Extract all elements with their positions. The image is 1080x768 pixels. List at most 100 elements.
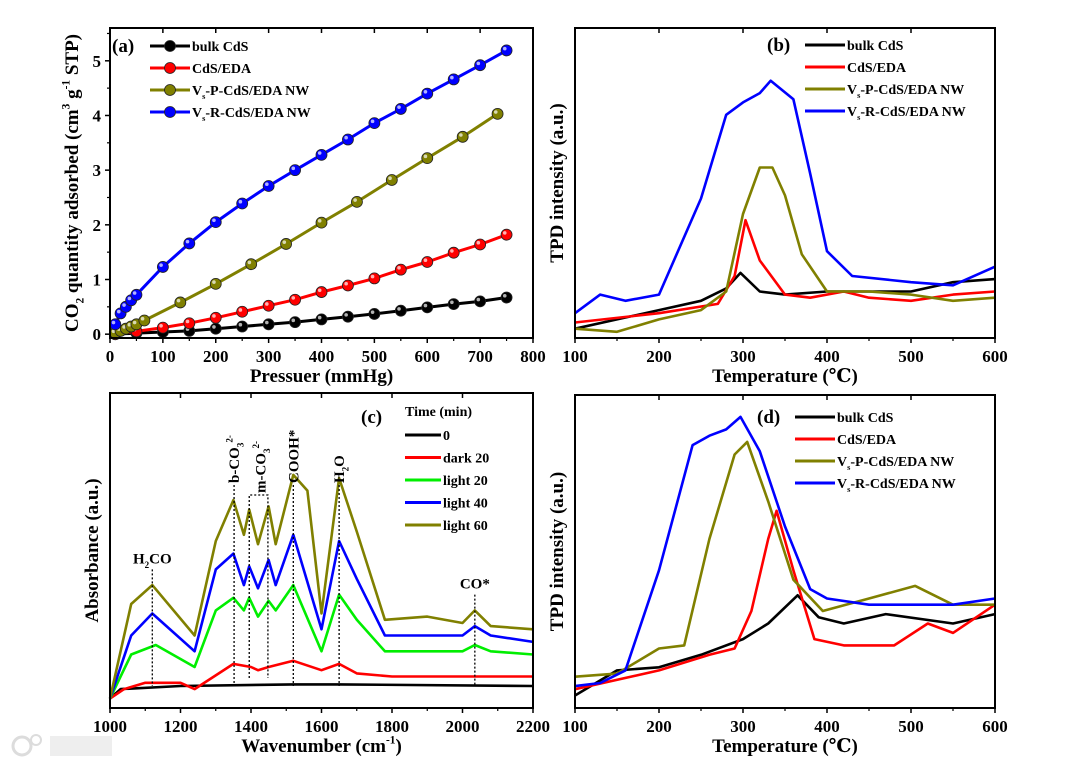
data-point [183, 237, 196, 250]
panel-label: (b) [767, 35, 790, 56]
legend-marker [164, 40, 176, 52]
x-tick-label: 100 [150, 347, 176, 366]
data-point-highlight [450, 300, 454, 305]
data-point [421, 301, 434, 314]
x-tick-label: 600 [982, 717, 1008, 736]
data-point-highlight [388, 176, 392, 180]
data-point [342, 133, 354, 146]
legend-label: bulk CdS [837, 411, 894, 426]
data-point-highlight [493, 110, 498, 114]
data-point [500, 228, 513, 241]
x-tick-label: 500 [898, 347, 924, 366]
data-point [236, 197, 249, 210]
data-point [315, 286, 328, 298]
x-axis-title: Temperature (℃) [712, 366, 858, 387]
data-point [394, 304, 407, 317]
data-point [351, 195, 363, 208]
x-axis-title: Pressuer (mmHg) [250, 366, 393, 387]
annotation-label: b-CO3​2-​ [224, 435, 245, 483]
data-point [447, 73, 460, 86]
legend-label: CdS/EDA [192, 62, 252, 77]
data-point-highlight [450, 75, 454, 80]
data-point [368, 308, 381, 320]
series-line [108, 583, 534, 700]
plot-frame [109, 392, 534, 709]
legend-label: bulk CdS [192, 40, 249, 55]
data-point [209, 311, 222, 324]
series-line [574, 79, 996, 315]
data-point [474, 238, 487, 251]
data-point [491, 107, 504, 120]
y-tick-label: 0 [93, 325, 102, 344]
data-point-highlight [397, 307, 401, 311]
series-line [574, 271, 996, 330]
data-point [236, 320, 249, 333]
series-line [574, 415, 996, 688]
panel-a: 0 100 200 300 400 500 600 700 800 0 1 2 3 4 5 Pressuer … [60, 27, 546, 387]
legend-label: Vs​-R-CdS/EDA NW [192, 106, 311, 123]
data-point-highlight [122, 303, 126, 307]
data-point-highlight [265, 320, 269, 325]
panel-c: H2​CO b-CO3​2-​ m-CO3​2-​ COOH* H2​O CO* 1000 1… [82, 392, 550, 757]
data-point [289, 164, 301, 177]
data-point-highlight [344, 281, 348, 286]
panel-label: (c) [361, 407, 382, 428]
annotation-label: m-CO3​2-​ [251, 441, 272, 493]
data-point-highlight [212, 280, 216, 284]
data-point [156, 261, 169, 273]
data-point-highlight [132, 291, 137, 295]
data-point [130, 288, 143, 301]
watermark-logo [11, 734, 112, 757]
series-line [574, 593, 996, 697]
data-point-highlight [212, 218, 216, 223]
x-tick-label: 400 [309, 347, 335, 366]
series-line [574, 218, 996, 324]
legend-label: Vs​-P-CdS/EDA NW [192, 84, 309, 101]
data-point [394, 263, 407, 276]
panel-d: 100 200 300 400 500 600 Temperature (℃) TPD int… [547, 394, 1008, 757]
data-point-highlight [122, 325, 126, 329]
data-point [315, 216, 328, 229]
plot-frame [574, 27, 996, 339]
data-point-highlight [317, 151, 322, 155]
data-point [109, 318, 122, 331]
legend-marker [164, 84, 176, 96]
y-tick-label: 5 [93, 52, 102, 71]
data-point [174, 296, 187, 309]
data-point [209, 322, 222, 335]
x-tick-label: 200 [646, 717, 672, 736]
annotation-bracket [248, 494, 269, 678]
data-point-highlight [159, 324, 163, 328]
x-tick-label: 200 [646, 347, 672, 366]
data-point-highlight [176, 298, 181, 303]
data-point-highlight [450, 249, 454, 253]
data-point [447, 298, 460, 311]
legend-label: dark 20 [443, 452, 489, 467]
data-point-highlight [397, 105, 401, 109]
data-point [342, 310, 354, 323]
x-tick-label: 200 [203, 347, 229, 366]
data-point-highlight [291, 166, 296, 171]
data-point-highlight [370, 274, 375, 279]
x-tick-label: 100 [562, 347, 588, 366]
data-point [183, 317, 196, 330]
data-point [368, 272, 381, 285]
data-point-highlight [423, 258, 428, 263]
data-point-highlight [317, 219, 322, 223]
legend-label: Vs​-R-CdS/EDA NW [847, 105, 966, 122]
x-tick-label: 700 [467, 347, 493, 366]
data-point-highlight [111, 320, 116, 325]
data-point-highlight [185, 239, 190, 244]
data-point [262, 318, 275, 331]
x-tick-label: 2000 [446, 717, 480, 736]
data-point-highlight [370, 310, 375, 314]
legend-label: 0 [443, 429, 450, 444]
data-point [500, 44, 513, 57]
legend-label: bulk CdS [847, 39, 904, 54]
y-tick-label: 1 [93, 270, 102, 289]
data-point [447, 246, 460, 259]
x-tick-label: 1800 [375, 717, 409, 736]
data-point [421, 87, 434, 100]
x-tick-label: 300 [730, 717, 756, 736]
